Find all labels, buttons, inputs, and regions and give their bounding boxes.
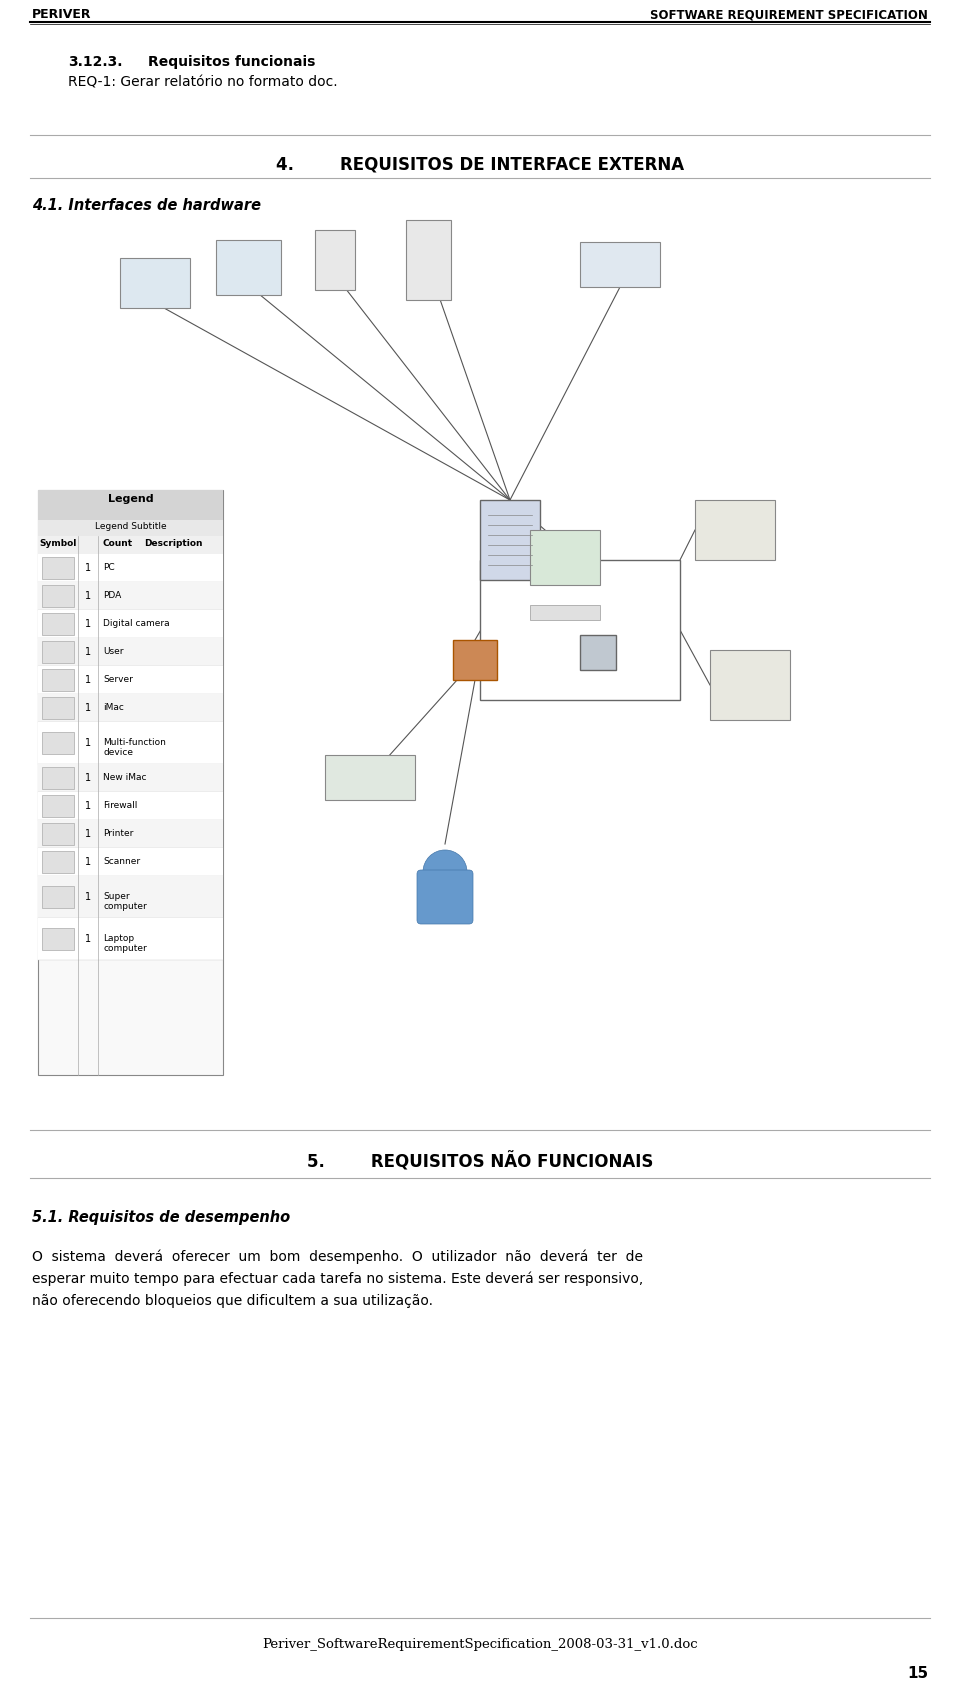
Bar	[695, 499, 775, 560]
Text: O  sistema  deverá  oferecer  um  bom  desempenho.  O  utilizador  não  deverá  : O sistema deverá oferecer um bom desempe…	[32, 1250, 643, 1265]
Bar	[42, 886, 74, 908]
Text: 3.12.3.: 3.12.3.	[68, 56, 123, 69]
Bar	[42, 612, 74, 634]
Text: 1: 1	[84, 737, 91, 747]
Text: REQ-1: Gerar relatório no formato doc.: REQ-1: Gerar relatório no formato doc.	[68, 74, 338, 89]
Bar	[38, 820, 223, 849]
FancyBboxPatch shape	[417, 870, 473, 924]
Bar	[38, 764, 223, 791]
Text: Scanner: Scanner	[103, 857, 140, 865]
Text: 1: 1	[84, 563, 91, 574]
Text: Firewall: Firewall	[103, 801, 137, 810]
Bar	[38, 553, 223, 582]
Bar	[580, 634, 616, 670]
Bar	[42, 670, 74, 692]
Bar	[530, 530, 600, 585]
Bar	[42, 697, 74, 719]
Bar	[38, 489, 223, 520]
Text: Requisitos funcionais: Requisitos funcionais	[148, 56, 316, 69]
Text: Count: Count	[103, 540, 133, 548]
Text: PDA: PDA	[103, 590, 121, 601]
Text: Symbol: Symbol	[39, 540, 77, 548]
Text: PC: PC	[103, 563, 114, 572]
Text: Description: Description	[144, 540, 203, 548]
Bar	[38, 918, 223, 960]
Text: Legend: Legend	[108, 494, 154, 504]
Bar	[38, 489, 223, 1075]
Bar	[42, 557, 74, 579]
Text: não oferecendo bloqueios que dificultem a sua utilização.: não oferecendo bloqueios que dificultem …	[32, 1294, 433, 1307]
Bar	[38, 638, 223, 666]
Bar	[325, 756, 415, 800]
Text: Super
computer: Super computer	[103, 892, 147, 911]
Bar	[710, 649, 790, 720]
Text: esperar muito tempo para efectuar cada tarefa no sistema. Este deverá ser respon: esperar muito tempo para efectuar cada t…	[32, 1272, 643, 1287]
Bar	[38, 876, 223, 918]
Bar	[32, 214, 928, 1110]
Bar	[42, 928, 74, 950]
Text: Server: Server	[103, 675, 132, 683]
Bar	[42, 585, 74, 607]
Bar	[42, 823, 74, 845]
Text: 1: 1	[84, 828, 91, 838]
Bar	[38, 536, 223, 553]
Text: 1: 1	[84, 619, 91, 629]
Bar	[38, 722, 223, 764]
Bar	[406, 219, 451, 300]
Text: Laptop
computer: Laptop computer	[103, 935, 147, 953]
FancyBboxPatch shape	[480, 499, 540, 580]
Text: 1: 1	[84, 892, 91, 903]
Text: User: User	[103, 648, 124, 656]
Text: 4.        REQUISITOS DE INTERFACE EXTERNA: 4. REQUISITOS DE INTERFACE EXTERNA	[276, 155, 684, 174]
Text: Multi-function
device: Multi-function device	[103, 737, 166, 757]
Text: Legend Subtitle: Legend Subtitle	[95, 521, 166, 531]
Text: iMac: iMac	[103, 703, 124, 712]
Circle shape	[423, 850, 467, 894]
Bar	[38, 611, 223, 638]
Bar	[42, 795, 74, 817]
Bar	[42, 732, 74, 754]
Text: 4.1. Interfaces de hardware: 4.1. Interfaces de hardware	[32, 197, 261, 213]
Bar	[315, 229, 355, 290]
Text: Periver_SoftwareRequirementSpecification_2008-03-31_v1.0.doc: Periver_SoftwareRequirementSpecification…	[262, 1638, 698, 1652]
Text: 1: 1	[84, 935, 91, 945]
Bar	[38, 582, 223, 611]
Bar	[480, 560, 680, 700]
Bar	[42, 850, 74, 872]
Bar	[120, 258, 190, 309]
Text: 1: 1	[84, 857, 91, 867]
Bar	[42, 641, 74, 663]
Text: 1: 1	[84, 675, 91, 685]
Text: New iMac: New iMac	[103, 773, 147, 783]
Text: 15: 15	[907, 1667, 928, 1680]
Bar	[453, 639, 497, 680]
Text: 1: 1	[84, 648, 91, 656]
Text: 1: 1	[84, 773, 91, 783]
Bar	[38, 520, 223, 536]
Bar	[38, 693, 223, 722]
Text: Printer: Printer	[103, 828, 133, 838]
Text: SOFTWARE REQUIREMENT SPECIFICATION: SOFTWARE REQUIREMENT SPECIFICATION	[650, 8, 928, 20]
Text: 1: 1	[84, 801, 91, 811]
Text: 1: 1	[84, 703, 91, 714]
Text: Digital camera: Digital camera	[103, 619, 170, 628]
Text: 5.        REQUISITOS NÃO FUNCIONAIS: 5. REQUISITOS NÃO FUNCIONAIS	[307, 1152, 653, 1171]
Bar	[38, 849, 223, 876]
Bar	[216, 240, 281, 295]
Bar	[530, 606, 600, 621]
Bar	[580, 241, 660, 287]
Bar	[38, 791, 223, 820]
Text: 5.1. Requisitos de desempenho: 5.1. Requisitos de desempenho	[32, 1210, 290, 1225]
Text: 1: 1	[84, 590, 91, 601]
Text: PERIVER: PERIVER	[32, 8, 91, 20]
Bar	[42, 768, 74, 790]
Bar	[38, 666, 223, 693]
